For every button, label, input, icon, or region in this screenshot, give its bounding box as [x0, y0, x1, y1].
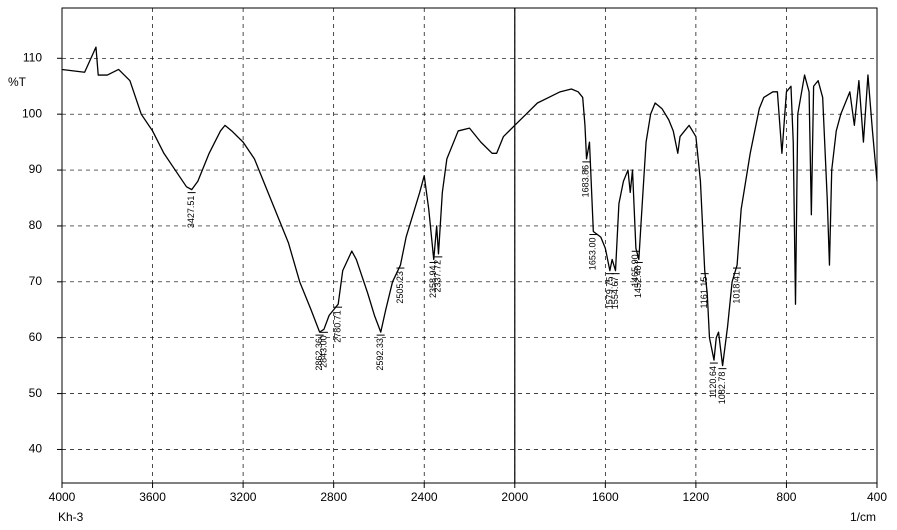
peak-label: 1579.75 — [604, 277, 614, 310]
x-tick-label: 400 — [867, 490, 887, 504]
x-tick-label: 4000 — [49, 490, 76, 504]
y-tick-label: 50 — [29, 386, 43, 400]
x-tick-label: 2000 — [501, 490, 528, 504]
x-tick-label: 1600 — [592, 490, 619, 504]
peak-label: 2592.33 — [375, 338, 385, 371]
x-tick-label: 1200 — [683, 490, 710, 504]
peak-label: 1554.67 — [610, 277, 620, 310]
y-tick-label: 80 — [29, 218, 43, 232]
peak-label: 3427.51 — [186, 196, 196, 229]
peak-label: 2843.00 — [318, 335, 328, 368]
spectrum-line — [61, 46, 878, 367]
y-tick-label: 60 — [29, 330, 43, 344]
peak-label: 2337.72 — [433, 260, 443, 293]
peak-label: 1082.78 — [717, 372, 727, 405]
x-tick-label: 3200 — [230, 490, 257, 504]
plot-frame — [61, 7, 878, 484]
x-tick-label: 800 — [776, 490, 796, 504]
peak-label: 1161.15 — [699, 277, 709, 309]
peak-label: 1465.90 — [630, 254, 640, 287]
y-tick-label: 100 — [22, 106, 42, 120]
y-axis-label: %T — [8, 75, 27, 89]
x-tick-label: 2400 — [411, 490, 438, 504]
x-tick-label: 3600 — [139, 490, 166, 504]
peak-label: 1452.40 — [633, 265, 643, 298]
peak-label: 2358.94 — [428, 265, 438, 298]
peak-label: 1018.41 — [731, 271, 741, 304]
x-tick-label: 2800 — [320, 490, 347, 504]
peak-label: 2505.23 — [395, 271, 405, 304]
y-tick-label: 90 — [29, 162, 43, 176]
peak-label: 1683.86 — [581, 165, 591, 198]
x-axis-label: 1/cm — [850, 510, 876, 524]
y-tick-label: 40 — [29, 442, 43, 456]
y-tick-label: 70 — [29, 274, 43, 288]
peak-label: 2862.36 — [314, 338, 324, 371]
peak-label: 1653.00 — [588, 238, 598, 271]
sample-name: Kh-3 — [58, 510, 84, 524]
y-tick-label: 110 — [23, 50, 42, 64]
peak-label: 2780.71 — [332, 310, 342, 343]
peak-label: 1120.64 — [708, 366, 718, 398]
